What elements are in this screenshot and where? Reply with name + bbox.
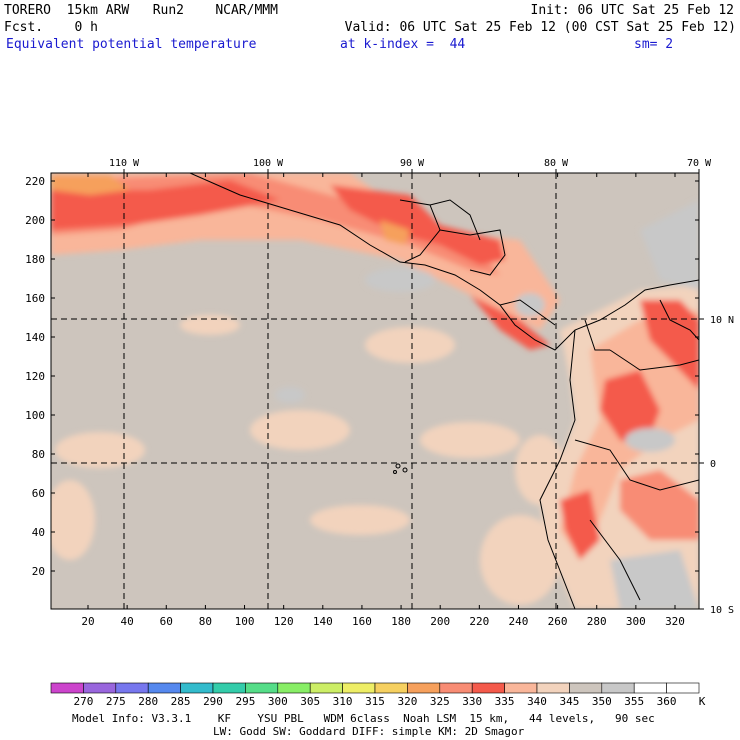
colorbar-swatch <box>536 682 570 694</box>
latitude-label: 10 S <box>710 605 734 616</box>
field-shading <box>51 173 699 609</box>
colorbar-label: 280 <box>138 695 158 708</box>
colorbar-label: 275 <box>106 695 126 708</box>
colorbar-swatch <box>83 682 117 694</box>
y-tick-label: 60 <box>32 487 45 500</box>
colorbar-label: 270 <box>73 695 93 708</box>
colorbar-swatch <box>569 682 603 694</box>
latitude-label: 0 <box>710 459 716 470</box>
latitude-label: 10 N <box>710 315 734 326</box>
x-tick-label: 240 <box>509 615 529 628</box>
colorbar-swatch <box>439 682 473 694</box>
y-axis: 220 200 180 160 140 120 100 80 60 40 20 <box>25 175 699 578</box>
y-tick-label: 20 <box>32 565 45 578</box>
colorbar-swatch <box>147 682 181 694</box>
x-axis: 20 40 60 80 100 120 140 160 180 200 220 240 260 280 30… <box>81 173 685 628</box>
longitude-label: 110 W <box>109 158 140 169</box>
longitude-labels: 110 W 100 W 90 W 80 W 70 W <box>109 158 712 173</box>
x-tick-label: 100 <box>235 615 255 628</box>
x-tick-label: 140 <box>313 615 333 628</box>
colorbar-unit: K <box>699 695 706 708</box>
x-tick-label: 300 <box>626 615 646 628</box>
model-title: TORERO 15km ARW Run2 NCAR/MMM <box>4 3 278 18</box>
colorbar-label: 360 <box>657 695 677 708</box>
colorbar-label: 305 <box>300 695 320 708</box>
colorbar-swatch <box>115 682 149 694</box>
colorbar-label: 300 <box>268 695 288 708</box>
x-tick-label: 80 <box>199 615 212 628</box>
forecast-hour: Fcst. 0 h <box>4 20 98 35</box>
y-tick-label: 120 <box>25 370 45 383</box>
colorbar-swatch <box>245 682 279 694</box>
smoothing-info: sm= 2 <box>634 37 674 52</box>
longitude-label: 90 W <box>400 158 425 169</box>
longitude-label: 80 W <box>544 158 569 169</box>
longitude-label: 70 W <box>687 158 712 169</box>
y-tick-label: 200 <box>25 214 45 227</box>
plot-frame <box>50 172 700 610</box>
colorbar-swatch <box>471 682 505 694</box>
x-tick-label: 120 <box>274 615 294 628</box>
colorbar-label: 285 <box>171 695 191 708</box>
y-tick-label: 160 <box>25 292 45 305</box>
x-tick-label: 320 <box>665 615 685 628</box>
colorbar-swatch <box>277 682 311 694</box>
y-tick-label: 40 <box>32 526 45 539</box>
x-tick-label: 180 <box>391 615 411 628</box>
colorbar-label: 340 <box>527 695 547 708</box>
colorbar-swatch <box>601 682 635 694</box>
colorbar-label: 355 <box>624 695 644 708</box>
colorbar-label: 315 <box>365 695 385 708</box>
latitude-labels: 10 N 0 10 S <box>699 315 734 616</box>
colorbar-swatch <box>309 682 343 694</box>
x-tick-label: 60 <box>160 615 173 628</box>
colorbar-label: 330 <box>462 695 482 708</box>
colorbar-swatch <box>666 682 700 694</box>
x-tick-label: 20 <box>81 615 94 628</box>
physics-info: LW: Godd SW: Goddard DIFF: simple KM: 2D… <box>213 725 525 738</box>
x-tick-label: 200 <box>430 615 450 628</box>
y-tick-label: 80 <box>32 448 45 461</box>
level-info: at k-index = 44 <box>340 37 466 52</box>
colorbar: 270 275 280 285 290 295 300 305 310 315 320 325 330 3… <box>50 682 706 708</box>
x-tick-label: 160 <box>352 615 372 628</box>
field-name: Equivalent potential temperature <box>6 37 257 52</box>
colorbar-swatch <box>180 682 214 694</box>
model-info: Model Info: V3.3.1 KF YSU PBL WDM 6class… <box>72 712 655 725</box>
y-tick-label: 220 <box>25 175 45 188</box>
x-tick-label: 220 <box>469 615 489 628</box>
colorbar-label: 345 <box>559 695 579 708</box>
colorbar-label: 350 <box>592 695 612 708</box>
colorbar-swatch <box>633 682 667 694</box>
colorbar-label: 310 <box>333 695 353 708</box>
coastlines <box>189 173 699 609</box>
longitude-label: 100 W <box>253 158 284 169</box>
x-tick-label: 280 <box>587 615 607 628</box>
x-tick-label: 40 <box>121 615 134 628</box>
colorbar-label: 325 <box>430 695 450 708</box>
y-tick-label: 140 <box>25 331 45 344</box>
y-tick-label: 180 <box>25 253 45 266</box>
colorbar-label: 290 <box>203 695 223 708</box>
graticule <box>51 173 699 609</box>
colorbar-swatch <box>407 682 441 694</box>
init-time: Init: 06 UTC Sat 25 Feb 12 <box>530 3 735 18</box>
colorbar-swatch <box>212 682 246 694</box>
colorbar-swatch <box>342 682 376 694</box>
colorbar-swatch <box>374 682 408 694</box>
colorbar-label: 320 <box>397 695 417 708</box>
y-tick-label: 100 <box>25 409 45 422</box>
valid-time: Valid: 06 UTC Sat 25 Feb 12 (00 CST Sat … <box>344 20 736 35</box>
colorbar-label: 335 <box>495 695 515 708</box>
colorbar-swatch <box>504 682 538 694</box>
colorbar-swatch <box>50 682 84 694</box>
x-tick-label: 260 <box>548 615 568 628</box>
colorbar-label: 295 <box>235 695 255 708</box>
